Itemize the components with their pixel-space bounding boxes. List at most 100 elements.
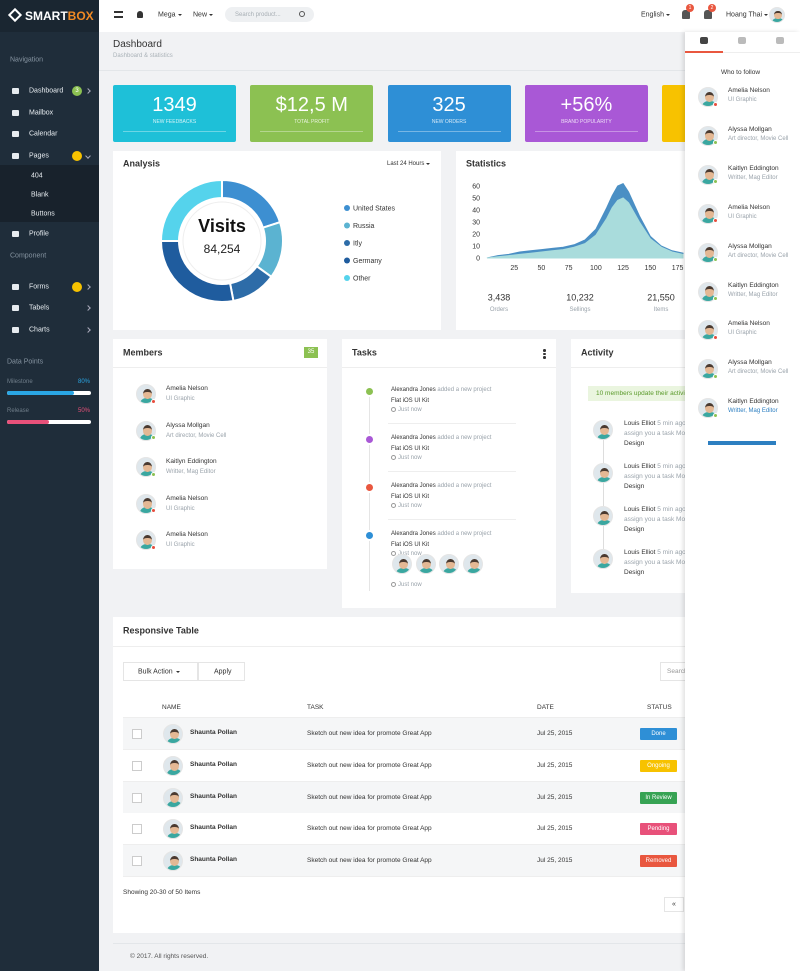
more-dot[interactable] xyxy=(543,349,546,352)
panel-title: Members xyxy=(123,347,163,358)
card-wave xyxy=(534,131,638,132)
clock-icon xyxy=(391,503,396,508)
panel-title: Responsive Table xyxy=(123,625,199,636)
activity-line: Louis Elliot 5 min ago xyxy=(624,420,686,428)
chevron xyxy=(85,152,91,159)
nav-badge: 3 xyxy=(72,86,82,96)
tab-settings[interactable] xyxy=(776,37,784,44)
y-tick-label: 60 xyxy=(472,184,480,191)
task-action: added a new project xyxy=(437,531,492,537)
top-menu[interactable]: New xyxy=(193,11,208,19)
column-header: NAME xyxy=(162,703,181,711)
row-checkbox[interactable] xyxy=(132,824,142,835)
nav-item[interactable]: Tabels xyxy=(0,298,99,318)
menu-icon xyxy=(114,11,123,18)
member-role: UI Graphic xyxy=(166,505,195,512)
status-dot xyxy=(150,508,156,513)
footer-divider xyxy=(113,943,800,944)
legend-dot xyxy=(344,275,350,281)
clock-icon xyxy=(391,582,396,587)
nav-item[interactable]: Charts xyxy=(0,320,99,340)
apply-button[interactable]: Apply xyxy=(198,662,245,681)
tab-people[interactable] xyxy=(700,37,708,44)
alert-icon[interactable] xyxy=(704,10,712,19)
logo-text: SMARTBOX xyxy=(25,9,94,23)
legend-label: Itly xyxy=(353,241,362,248)
status-badge: Done xyxy=(640,728,677,740)
follow-name: Kaitlyn Eddington xyxy=(728,281,779,289)
activity-time: 5 min ago xyxy=(657,506,686,513)
stat-value: $12,5 M xyxy=(275,94,348,116)
status-dot xyxy=(712,412,718,418)
task-author: Alexandra Jones xyxy=(391,531,436,537)
task-action: added a new project xyxy=(437,387,492,393)
nav-item[interactable]: Dashboard 3 xyxy=(0,81,99,101)
progress-name: Milestone xyxy=(7,379,33,385)
follow-role: Writter, Mag Editor xyxy=(728,291,778,298)
summary-label: Orders xyxy=(489,307,509,313)
panel-divider xyxy=(113,646,796,647)
avatar-body xyxy=(596,476,612,482)
status-dot xyxy=(712,257,718,263)
avatar-body xyxy=(701,333,717,340)
avatar-body xyxy=(139,507,155,513)
caret xyxy=(209,14,213,18)
follow-name: Alyssa Mollgan xyxy=(728,359,772,367)
language[interactable]: English xyxy=(641,11,664,19)
area-chart: 0 10 20 30 40 50 60 25 50 75 100 125 150 175 xyxy=(472,182,684,272)
submenu-label: Blank xyxy=(31,191,49,199)
donut-center-value: 84,254 xyxy=(204,242,241,256)
data-points-title: Data Points xyxy=(7,358,44,366)
filter-dropdown[interactable]: Last 24 Hours xyxy=(387,161,425,167)
more-dot[interactable] xyxy=(543,356,546,359)
avatar-body xyxy=(166,864,182,871)
count-badge: 35 xyxy=(304,347,318,358)
tab-chat[interactable] xyxy=(738,37,746,44)
activity-text: assign you a task Mockup xyxy=(624,515,699,523)
row-checkbox[interactable] xyxy=(132,729,142,739)
row-checkbox[interactable] xyxy=(132,856,142,867)
avatar-body xyxy=(139,397,155,403)
task-time: Just now xyxy=(398,582,422,588)
stat-value: +56% xyxy=(560,94,613,116)
submenu-item[interactable] xyxy=(0,168,99,186)
avatar xyxy=(163,819,183,840)
row-checkbox[interactable] xyxy=(132,760,142,771)
legend-label: Russia xyxy=(353,223,375,230)
y-tick-label: 40 xyxy=(472,208,480,215)
page-title: Dashboard xyxy=(113,39,162,50)
user-name[interactable]: Hoang Thai xyxy=(726,11,763,19)
more-dot[interactable] xyxy=(543,352,546,355)
avatar xyxy=(439,554,460,574)
x-tick-label: 25 xyxy=(510,265,518,272)
nav-section-title: Navigation xyxy=(10,56,44,64)
chevron xyxy=(85,326,91,333)
top-menu[interactable]: Mega xyxy=(158,11,176,19)
member-name: Alyssa Mollgan xyxy=(166,421,210,429)
column-header: TASK xyxy=(307,703,324,711)
nav-label: Dashboard xyxy=(29,87,64,95)
avatar-head xyxy=(774,10,782,20)
search-box[interactable]: Search product... xyxy=(225,7,314,22)
nav-item[interactable]: Profile xyxy=(0,224,99,244)
stat-card: $12,5 M TOTAL PROFIT xyxy=(250,85,374,142)
avatar-body xyxy=(596,562,612,568)
nav-item[interactable]: Calendar xyxy=(0,124,99,144)
alert-icon[interactable] xyxy=(682,10,690,19)
x-tick-label: 150 xyxy=(644,265,656,272)
row-checkbox[interactable] xyxy=(132,792,142,803)
nav-item[interactable]: Pages xyxy=(0,146,99,166)
nav-item[interactable]: Mailbox xyxy=(0,103,99,123)
submenu-item[interactable] xyxy=(0,187,99,205)
avatar-head xyxy=(704,169,714,180)
y-tick-label: 20 xyxy=(472,232,480,239)
legend-label: Germany xyxy=(353,258,382,265)
nav-item[interactable]: Forms xyxy=(0,277,99,297)
avatar-head xyxy=(142,534,152,545)
pager-button[interactable]: « xyxy=(664,897,684,912)
bulk-action-button[interactable]: Bulk Action xyxy=(123,662,198,681)
donut-segment xyxy=(159,178,223,242)
clock-icon xyxy=(391,407,396,412)
avatar xyxy=(163,755,183,776)
follow-name: Alyssa Mollgan xyxy=(728,242,772,250)
